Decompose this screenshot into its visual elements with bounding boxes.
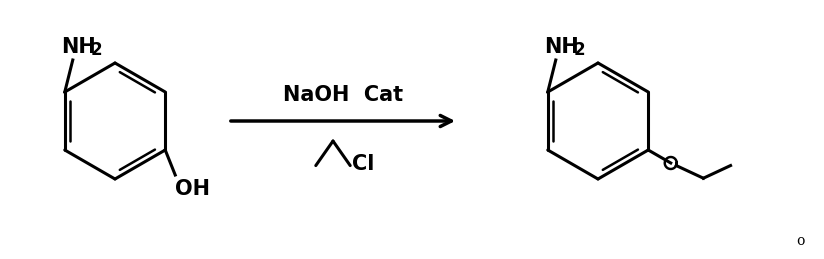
Text: 2: 2 (91, 41, 102, 59)
Text: 2: 2 (574, 41, 585, 59)
Text: NH: NH (61, 37, 96, 57)
Text: NaOH  Cat: NaOH Cat (283, 85, 403, 105)
Text: Cl: Cl (352, 154, 375, 174)
Text: NH: NH (544, 37, 578, 57)
Text: OH: OH (176, 179, 210, 199)
Text: o: o (796, 234, 804, 248)
